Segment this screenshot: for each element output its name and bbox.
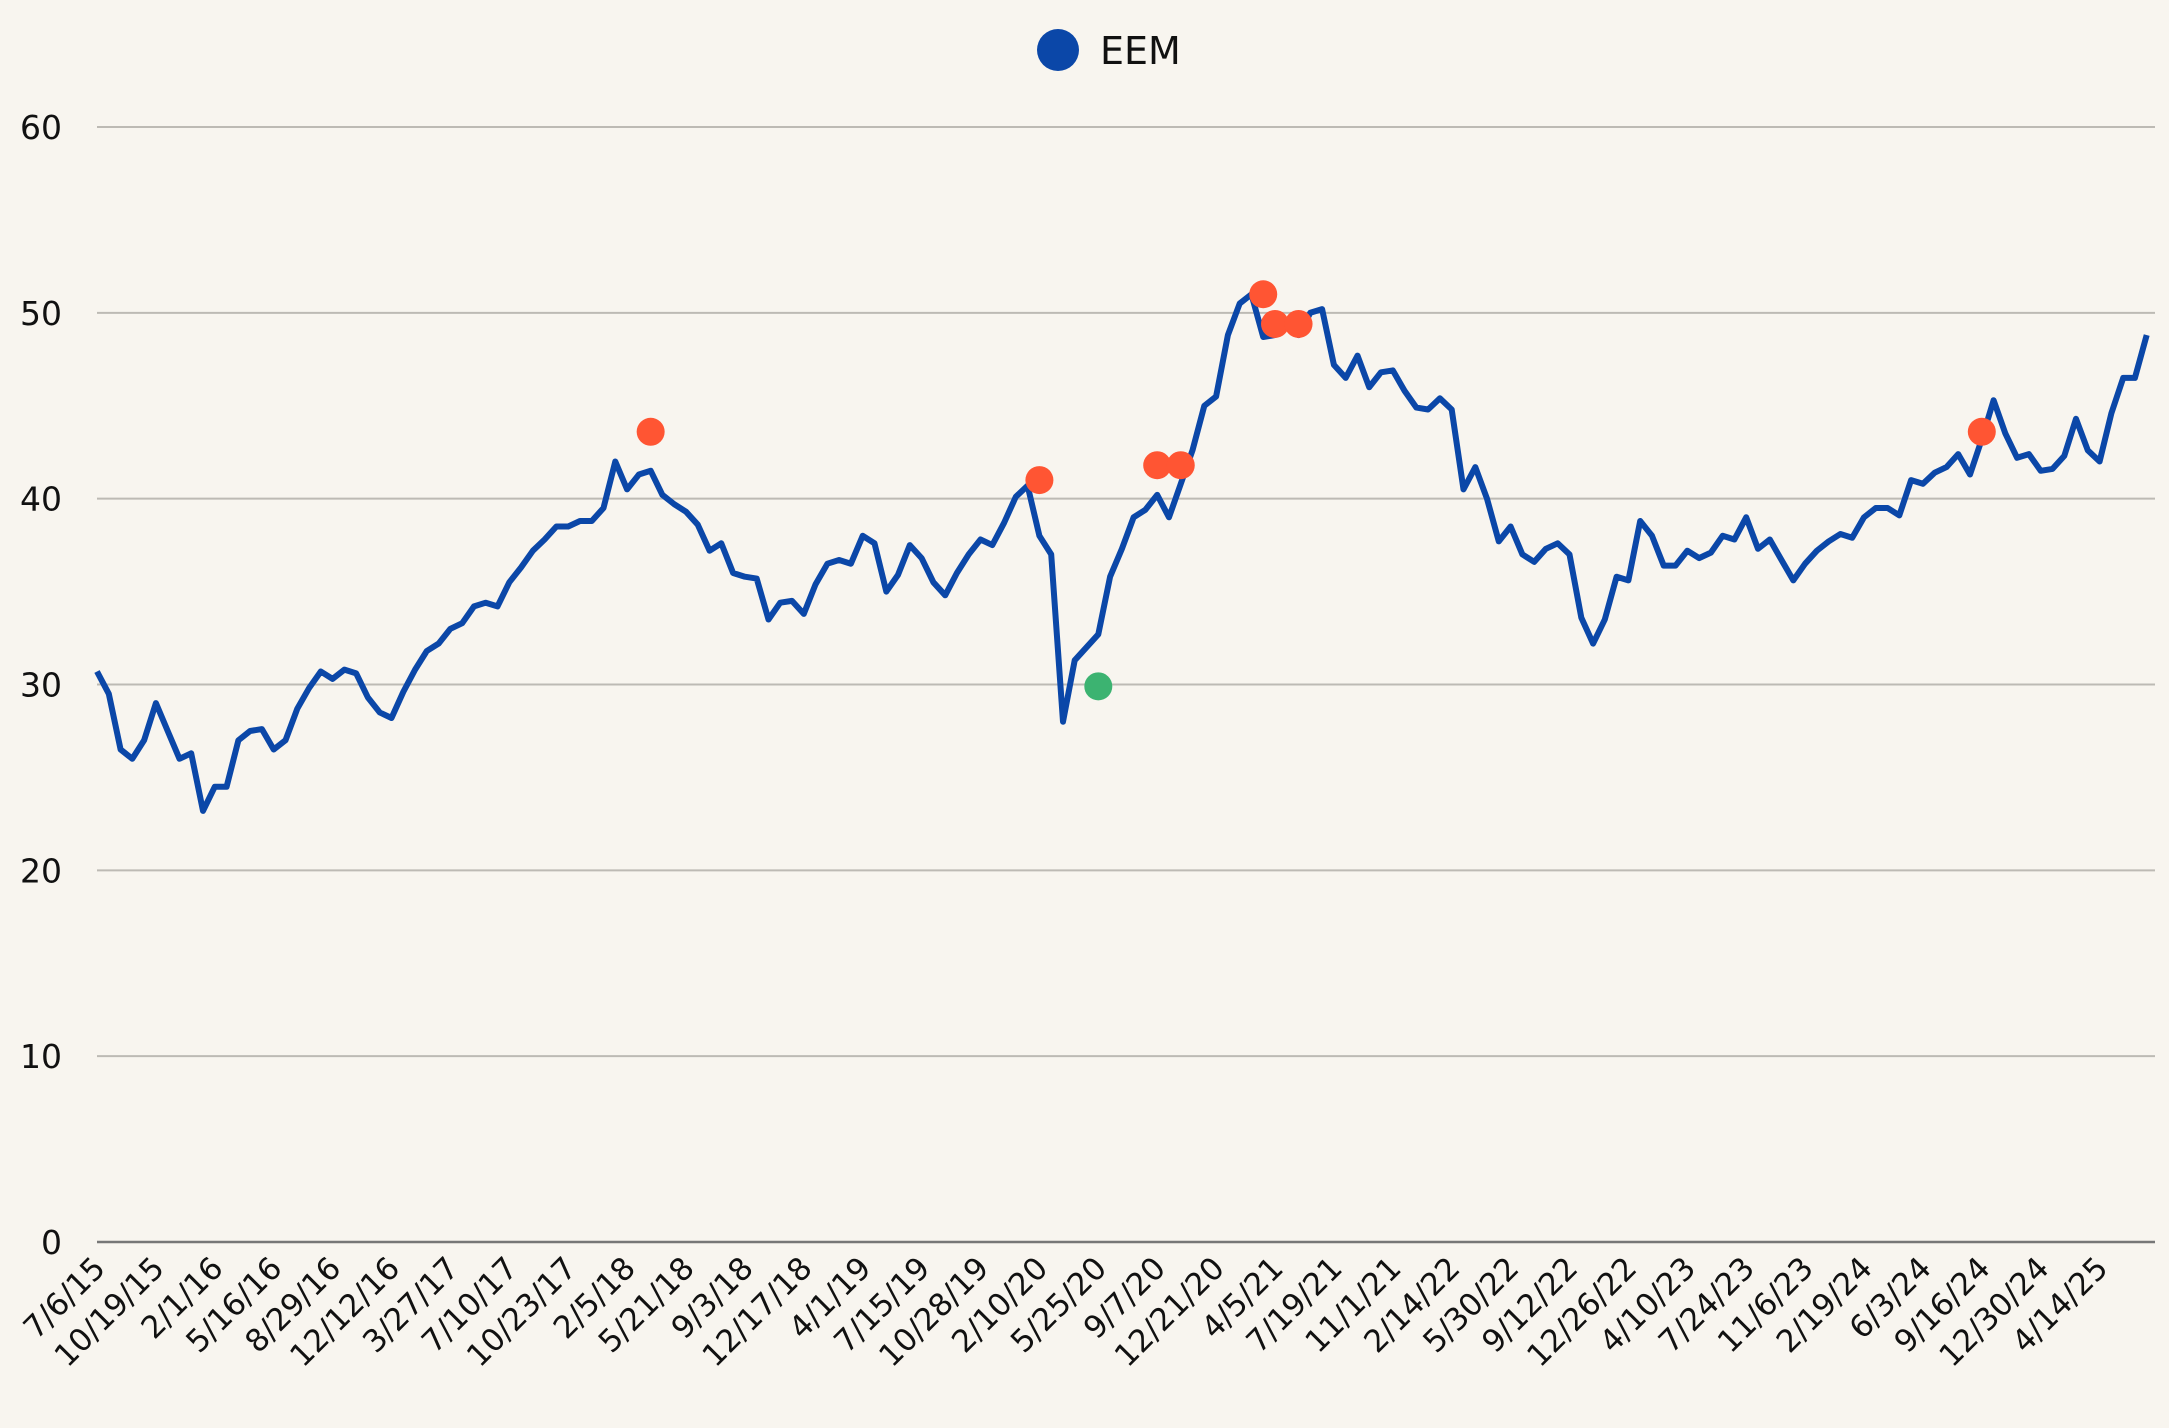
marker-point [1025, 466, 1054, 495]
marker-point [1284, 309, 1313, 338]
marker-point [1249, 280, 1278, 309]
y-tick-label: 0 [41, 1223, 62, 1262]
marker-point [1084, 672, 1113, 701]
marker-point [1261, 309, 1289, 338]
y-tick-label: 30 [20, 666, 62, 705]
y-tick-label: 50 [20, 294, 62, 333]
marker-point [1967, 417, 1996, 446]
marker-point [1143, 451, 1172, 480]
y-tick-label: 40 [20, 480, 62, 519]
marker-point [636, 417, 665, 446]
legend-swatch [1037, 29, 1079, 71]
y-tick-label: 60 [20, 108, 62, 147]
y-tick-label: 10 [20, 1037, 62, 1076]
y-tick-label: 20 [20, 851, 62, 890]
legend-label: EEM [1100, 29, 1181, 73]
marker-point [1166, 451, 1195, 480]
data-line [94, 291, 2150, 814]
